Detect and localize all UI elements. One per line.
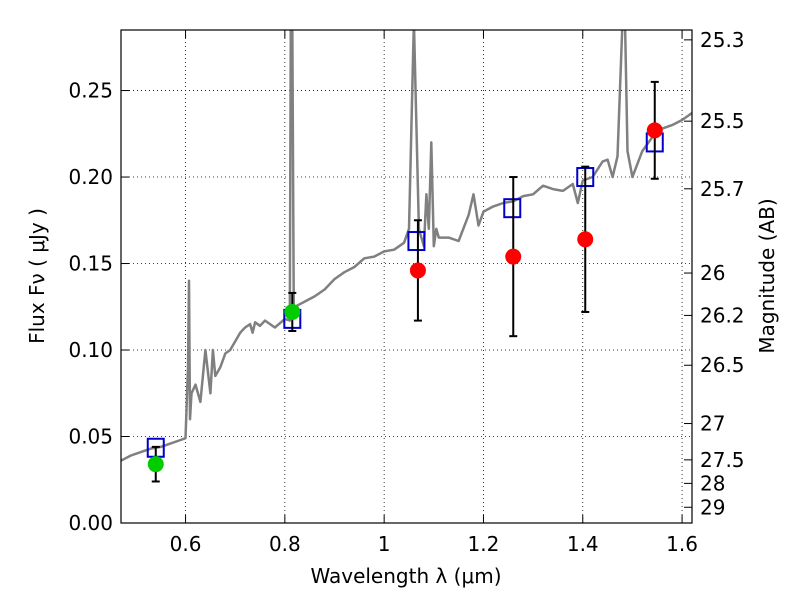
y-tick-label: 0.25 — [68, 79, 113, 103]
x-tick-label: 0.6 — [170, 532, 202, 556]
right-tick-label: 27 — [700, 412, 725, 436]
y-tick-label: 0.15 — [68, 252, 113, 276]
red-data-point — [646, 122, 663, 139]
y-axis-label: Flux Fν ( μJy ) — [25, 208, 49, 344]
marks-layer — [146, 80, 664, 483]
y-tick-label: 0.10 — [68, 338, 113, 362]
model-square-point — [407, 231, 426, 252]
x-tick-label: 1.2 — [468, 532, 500, 556]
x-axis-label: Wavelength λ (μm) — [310, 564, 501, 588]
y-tick-label: 0.00 — [68, 511, 113, 535]
y-tick-label: 0.20 — [68, 165, 113, 189]
right-tick-label: 27.5 — [700, 448, 745, 472]
red-data-point — [577, 231, 594, 248]
right-tick-label: 25.3 — [700, 28, 745, 52]
x-tick-label: 0.8 — [269, 532, 301, 556]
right-tick-label: 25.5 — [700, 109, 745, 133]
right-tick-label: 26.5 — [700, 353, 745, 377]
x-tick-label: 1 — [378, 532, 391, 556]
x-tick-label: 1.4 — [567, 532, 599, 556]
y-axis-right-label: Magnitude (AB) — [755, 198, 779, 353]
ticks-layer: 0.6 0.8 1 1.2 1.4 1.6 0.00 0.05 0.10 0.15 0.20 0.25… — [68, 28, 744, 556]
right-tick-label: 28 — [700, 471, 725, 495]
red-data-point — [505, 248, 522, 265]
plot-frame — [120, 29, 693, 524]
right-tick-label: 26 — [700, 261, 725, 285]
y-tick-label: 0.05 — [68, 425, 113, 449]
right-tick-label: 29 — [700, 495, 725, 519]
green-data-point — [284, 303, 301, 320]
x-tick-label: 1.6 — [666, 532, 698, 556]
red-data-point — [409, 262, 426, 279]
right-tick-label: 26.2 — [700, 303, 745, 327]
right-tick-label: 25.7 — [700, 177, 745, 201]
green-data-point — [147, 456, 164, 473]
